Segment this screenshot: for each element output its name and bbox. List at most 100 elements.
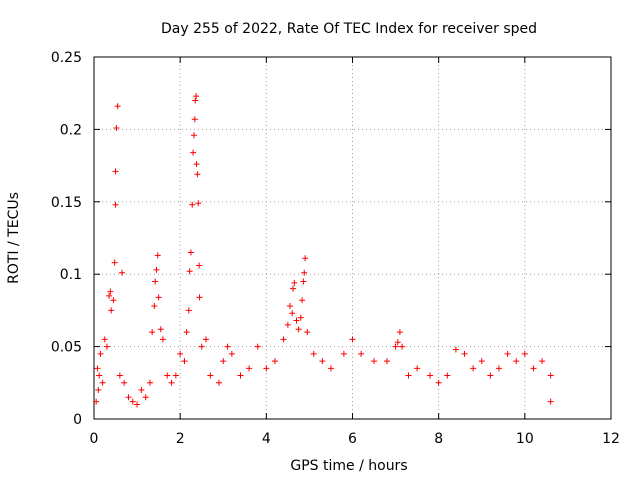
data-point <box>470 365 477 372</box>
data-point <box>168 379 175 386</box>
data-point <box>293 317 300 324</box>
data-point <box>290 285 297 292</box>
data-point <box>155 294 162 301</box>
data-point <box>246 365 253 372</box>
data-point <box>547 372 554 379</box>
data-point <box>207 372 214 379</box>
data-point <box>191 116 198 123</box>
data-point <box>444 372 451 379</box>
x-axis-label: GPS time / hours <box>290 458 407 474</box>
data-point <box>96 372 103 379</box>
data-point <box>478 358 485 365</box>
data-point <box>383 358 390 365</box>
data-point <box>95 387 102 394</box>
data-point <box>299 297 306 304</box>
data-point <box>284 321 291 328</box>
data-point <box>153 266 160 273</box>
data-point <box>513 358 520 365</box>
data-point <box>287 303 294 310</box>
x-tick-label: 2 <box>176 431 185 447</box>
data-point <box>97 350 104 357</box>
data-point <box>129 398 136 405</box>
data-point <box>152 278 159 285</box>
y-tick-label: 0.05 <box>51 340 82 356</box>
data-point <box>301 269 308 276</box>
data-point <box>349 336 356 343</box>
data-point <box>487 372 494 379</box>
data-point <box>149 329 156 336</box>
data-point <box>371 358 378 365</box>
data-point <box>147 379 154 386</box>
data-point <box>157 326 164 333</box>
data-point <box>196 294 203 301</box>
grid-lines <box>94 57 611 419</box>
x-tick-label: 0 <box>90 431 99 447</box>
data-point <box>190 132 197 139</box>
data-point <box>340 350 347 357</box>
data-point <box>547 398 554 405</box>
data-point <box>106 292 113 299</box>
data-point <box>187 249 194 256</box>
chart-title: Day 255 of 2022, Rate Of TEC Index for r… <box>161 21 537 37</box>
data-point <box>263 365 270 372</box>
data-point <box>94 365 101 372</box>
data-point <box>319 358 326 365</box>
data-point <box>196 262 203 269</box>
data-point <box>185 307 192 314</box>
data-point <box>186 268 193 275</box>
data-point <box>302 255 309 262</box>
data-point <box>220 358 227 365</box>
data-point <box>112 201 119 208</box>
data-point <box>114 103 121 110</box>
x-tick-label: 4 <box>262 431 271 447</box>
data-point <box>271 358 278 365</box>
data-point <box>177 350 184 357</box>
data-point <box>297 314 304 321</box>
data-point <box>405 372 412 379</box>
data-point <box>300 278 307 285</box>
data-point <box>119 269 126 276</box>
data-point <box>215 379 222 386</box>
data-point <box>280 336 287 343</box>
x-tick-label: 6 <box>348 431 357 447</box>
y-tick-label: 0.25 <box>51 50 82 66</box>
data-point <box>304 329 311 336</box>
y-tick-label: 0.2 <box>60 122 82 138</box>
data-point <box>396 329 403 336</box>
data-point <box>190 149 197 156</box>
data-point <box>327 365 334 372</box>
data-point <box>181 358 188 365</box>
data-point <box>101 336 108 343</box>
data-point <box>159 336 166 343</box>
data-point <box>504 350 511 357</box>
data-point <box>539 358 546 365</box>
data-point <box>358 350 365 357</box>
x-tick-label: 8 <box>434 431 443 447</box>
data-point <box>399 343 406 350</box>
data-point <box>138 387 145 394</box>
y-tick-label: 0.1 <box>60 267 82 283</box>
data-point <box>195 200 202 207</box>
data-point <box>107 288 114 295</box>
data-point <box>203 336 210 343</box>
data-point <box>151 303 158 310</box>
x-tick-label: 10 <box>516 431 534 447</box>
data-point <box>192 97 199 104</box>
data-point <box>254 343 261 350</box>
data-point <box>521 350 528 357</box>
data-point <box>108 307 115 314</box>
data-point <box>310 350 317 357</box>
data-point <box>289 310 296 317</box>
data-point <box>110 297 117 304</box>
data-point <box>103 343 110 350</box>
data-point <box>198 343 205 350</box>
x-tick-label: 12 <box>602 431 620 447</box>
y-tick-label: 0 <box>73 412 82 428</box>
data-point <box>228 350 235 357</box>
data-point <box>224 343 231 350</box>
data-point <box>99 379 106 386</box>
data-point <box>295 326 302 333</box>
data-point <box>142 394 149 401</box>
data-point <box>452 346 459 353</box>
